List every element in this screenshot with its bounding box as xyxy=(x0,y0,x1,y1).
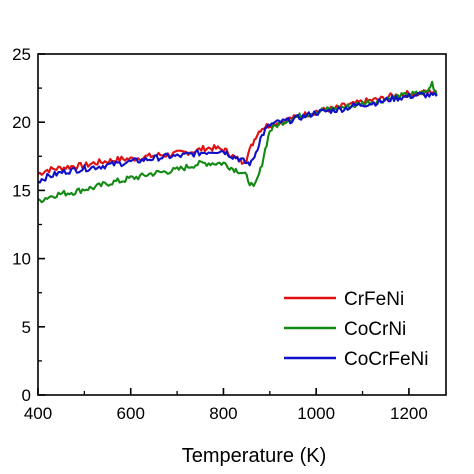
x-axis-ticks: 400 600 800 1000 1200 xyxy=(24,388,428,423)
y-tick-label: 10 xyxy=(12,250,31,269)
legend-label-cocrni: CoCrNi xyxy=(344,319,406,340)
y-axis-ticks: 0 5 10 15 20 25 xyxy=(12,45,45,405)
y-tick-label: 0 xyxy=(22,386,31,405)
x-tick-label: 600 xyxy=(117,404,145,423)
y-tick-label: 5 xyxy=(22,318,31,337)
plot-frame xyxy=(37,53,447,396)
x-tick-label: 800 xyxy=(209,404,237,423)
series-line-cocrfeni xyxy=(37,91,438,184)
x-axis-title: Temperature (K) xyxy=(182,445,327,467)
series-layer xyxy=(37,80,438,204)
legend-label-cocrfeni: CoCrFeNi xyxy=(344,349,428,370)
legend: CrFeNi CoCrNi CoCrFeNi xyxy=(284,289,428,370)
x-tick-label: 400 xyxy=(24,404,52,423)
y-tick-label: 20 xyxy=(12,113,31,132)
y-tick-label: 15 xyxy=(12,181,31,200)
x-tick-label: 1200 xyxy=(390,404,428,423)
y-tick-label: 25 xyxy=(12,45,31,64)
legend-label-crfeni: CrFeNi xyxy=(344,289,404,310)
x-tick-label: 1000 xyxy=(297,404,335,423)
